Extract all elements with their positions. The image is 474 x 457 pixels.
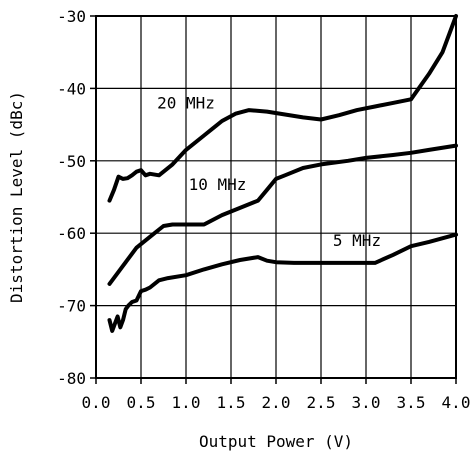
y-tick-label: -40 (57, 79, 86, 98)
series-label: 20 MHz (157, 94, 215, 113)
plot-frame (95, 15, 457, 379)
x-tick-label: 2.5 (307, 393, 336, 412)
x-tick-label: 3.5 (397, 393, 426, 412)
y-tick-label: -30 (57, 7, 86, 26)
x-tick-label: 3.0 (352, 393, 381, 412)
x-axis-title: Output Power (V) (199, 432, 353, 451)
y-tick-label: -80 (57, 369, 86, 388)
x-tick-label: 4.0 (442, 393, 471, 412)
series-lines (107, 14, 458, 333)
x-tick-label: 1.0 (172, 393, 201, 412)
x-tick-label: 1.5 (217, 393, 246, 412)
y-axis-title: Distortion Level (dBc) (7, 91, 26, 303)
series-line-5-mhz (107, 232, 458, 333)
grid (95, 15, 457, 379)
y-tick-labels: -30 -40 -50 -60 -70 -80 (57, 7, 86, 388)
y-tick-label: -70 (57, 297, 86, 316)
series-annotations: 20 MHz 10 MHz 5 MHz (157, 94, 381, 251)
y-tick-label: -50 (57, 152, 86, 171)
series-line-10-mhz (107, 143, 458, 286)
series-label: 10 MHz (189, 175, 247, 194)
x-tick-label: 2.0 (262, 393, 291, 412)
y-tick-label: -60 (57, 224, 86, 243)
x-tick-label: 0.5 (127, 393, 156, 412)
axis-ticks (90, 15, 457, 384)
x-tick-labels: 0.0 0.5 1.0 1.5 2.0 2.5 3.0 3.5 4.0 (82, 393, 471, 412)
series-label: 5 MHz (333, 231, 381, 250)
series-line-20-mhz (107, 14, 458, 203)
x-tick-label: 0.0 (82, 393, 111, 412)
